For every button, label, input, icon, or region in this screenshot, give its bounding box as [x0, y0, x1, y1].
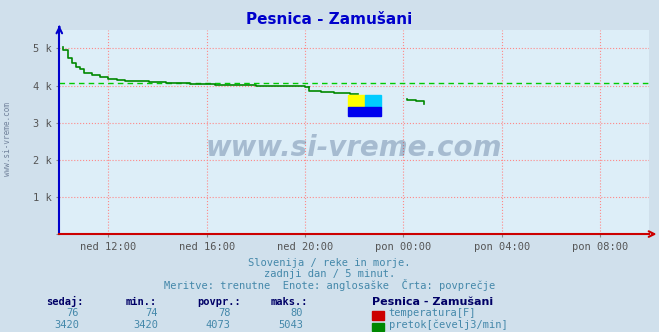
Bar: [365, 95, 382, 108]
Text: 80: 80: [291, 308, 303, 318]
Text: 5043: 5043: [278, 320, 303, 330]
Text: 78: 78: [218, 308, 231, 318]
Text: povpr.:: povpr.:: [198, 297, 241, 307]
Text: 3420: 3420: [133, 320, 158, 330]
Text: sedaj:: sedaj:: [46, 296, 84, 307]
Text: zadnji dan / 5 minut.: zadnji dan / 5 minut.: [264, 269, 395, 279]
Bar: [349, 95, 365, 108]
Text: maks.:: maks.:: [270, 297, 308, 307]
Text: www.si-vreme.com: www.si-vreme.com: [206, 134, 502, 162]
Text: min.:: min.:: [125, 297, 156, 307]
Text: Slovenija / reke in morje.: Slovenija / reke in morje.: [248, 258, 411, 268]
Text: pretok[čevelj3/min]: pretok[čevelj3/min]: [389, 319, 507, 330]
Text: 4073: 4073: [206, 320, 231, 330]
Text: Pesnica - Zamušani: Pesnica - Zamušani: [246, 12, 413, 27]
Text: www.si-vreme.com: www.si-vreme.com: [3, 103, 13, 176]
Text: Pesnica - Zamušani: Pesnica - Zamušani: [372, 297, 494, 307]
Text: Meritve: trenutne  Enote: anglosaške  Črta: povprečje: Meritve: trenutne Enote: anglosaške Črta…: [164, 279, 495, 291]
Text: 76: 76: [67, 308, 79, 318]
Bar: [349, 108, 382, 116]
Text: 74: 74: [146, 308, 158, 318]
Text: temperatura[F]: temperatura[F]: [389, 308, 476, 318]
Text: 3420: 3420: [54, 320, 79, 330]
